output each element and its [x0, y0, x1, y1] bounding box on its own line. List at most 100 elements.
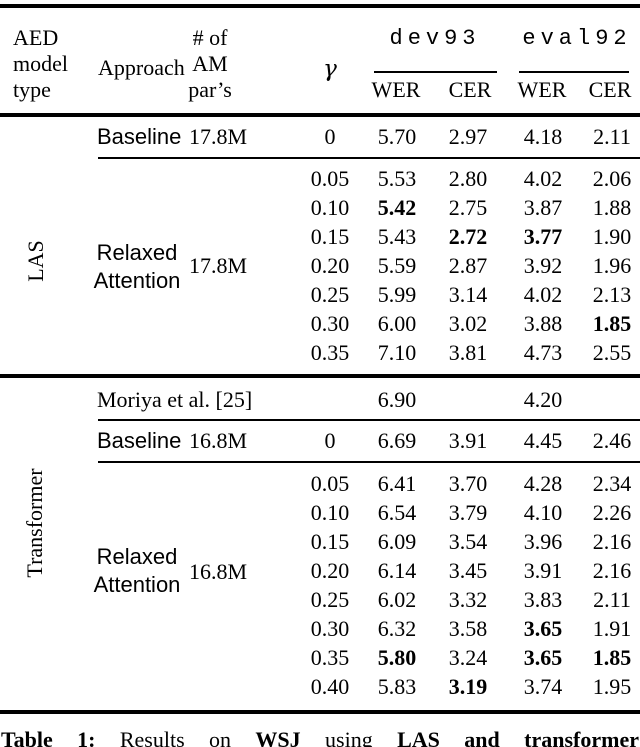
- baseline-row: Baseline 16.8M 0 6.69 3.91 4.45 2.46: [0, 427, 640, 455]
- table-caption: Table 1: Results on WSJ using LAS and tr…: [1, 727, 639, 747]
- metric-value: 3.92: [523, 253, 563, 278]
- col-header-approach: Approach: [98, 55, 185, 80]
- relaxed-row: 0.35 7.10 3.81 4.73 2.55: [0, 339, 640, 367]
- col-header-params: # of AM par’s: [188, 25, 232, 102]
- metric-value: 5.80: [377, 645, 417, 670]
- metric-value: 6.90: [377, 387, 417, 412]
- metric-value: 4.20: [523, 387, 563, 412]
- metric-value: 3.24: [448, 645, 488, 670]
- metric-value: 2.46: [592, 428, 632, 453]
- approach-label-baseline: Baseline: [97, 428, 182, 453]
- metric-value: 2.55: [592, 340, 632, 365]
- metric-value: 1.85: [592, 311, 632, 336]
- metric-value: 3.65: [523, 616, 563, 641]
- metric-value: 2.34: [592, 471, 632, 496]
- metric-value: 3.88: [523, 311, 563, 336]
- metric-value: 6.02: [377, 587, 417, 612]
- params-label-transformer-relaxed: 16.8M: [188, 559, 248, 584]
- relaxed-row: 0.35 5.80 3.24 3.65 1.85: [0, 644, 640, 672]
- metric-value: 5.99: [377, 282, 417, 307]
- relaxed-row: 0.05 6.41 3.70 4.28 2.34: [0, 470, 640, 498]
- subheader-dev93-cer: CER: [448, 77, 492, 102]
- metric-value: 2.72: [448, 224, 488, 249]
- metric-value: 1.95: [592, 674, 632, 699]
- bottom-rule: [0, 710, 640, 714]
- gamma-value: 0.40: [310, 674, 350, 699]
- gamma-value: 0.35: [310, 645, 350, 670]
- metric-value: 4.18: [523, 124, 563, 149]
- metric-value: 4.02: [523, 166, 563, 191]
- metric-value: 5.70: [377, 124, 417, 149]
- params-value: 16.8M: [188, 428, 248, 453]
- metric-value: 2.16: [592, 529, 632, 554]
- gamma-value: 0: [324, 124, 336, 149]
- subheader-dev93-wer: WER: [371, 77, 421, 102]
- dev93-underline: [374, 71, 497, 73]
- metric-value: 2.87: [448, 253, 488, 278]
- relaxed-row: 0.25 5.99 3.14 4.02 2.13: [0, 281, 640, 309]
- metric-value: 2.26: [592, 500, 632, 525]
- gamma-value: 0.05: [310, 166, 350, 191]
- relaxed-row: 0.25 6.02 3.32 3.83 2.11: [0, 586, 640, 614]
- metric-value: 3.14: [448, 282, 488, 307]
- approach-label-transformer-relaxed: Relaxed Attention: [93, 544, 181, 597]
- metric-value: 1.85: [592, 645, 632, 670]
- metric-value: 3.70: [448, 471, 488, 496]
- metric-value: 5.59: [377, 253, 417, 278]
- baseline-row: Baseline 17.8M 0 5.70 2.97 4.18 2.11: [0, 123, 640, 151]
- section-divider-rule: [0, 374, 640, 378]
- metric-value: 3.87: [523, 195, 563, 220]
- metric-value: 6.14: [377, 558, 417, 583]
- caption-segment: using: [300, 727, 398, 747]
- group-header-dev93: dev93: [389, 26, 481, 51]
- gamma-value: 0.10: [310, 195, 350, 220]
- caption-segment: LAS and transformer: [397, 727, 639, 747]
- col-header-gamma: γ: [323, 56, 337, 82]
- metric-value: 3.58: [448, 616, 488, 641]
- metric-value: 6.00: [377, 311, 417, 336]
- subheader-eval92-wer: WER: [517, 77, 567, 102]
- metric-value: 7.10: [377, 340, 417, 365]
- gamma-value: 0.05: [310, 471, 350, 496]
- metric-value: 6.32: [377, 616, 417, 641]
- metric-value: 3.54: [448, 529, 488, 554]
- caption-segment: WSJ: [255, 727, 301, 747]
- relaxed-row: 0.20 5.59 2.87 3.92 1.96: [0, 252, 640, 280]
- approach-label-baseline: Baseline: [97, 124, 182, 149]
- relaxed-row: 0.15 5.43 2.72 3.77 1.90: [0, 223, 640, 251]
- metric-value: 2.75: [448, 195, 488, 220]
- metric-value: 3.81: [448, 340, 488, 365]
- params-value: 17.8M: [188, 124, 248, 149]
- metric-value: 3.83: [523, 587, 563, 612]
- header-rule: [0, 113, 640, 117]
- relaxed-row: 0.30 6.00 3.02 3.88 1.85: [0, 310, 640, 338]
- gamma-value: 0.10: [310, 500, 350, 525]
- metric-value: 1.96: [592, 253, 632, 278]
- relaxed-row: 0.10 6.54 3.79 4.10 2.26: [0, 499, 640, 527]
- metric-value: 3.32: [448, 587, 488, 612]
- metric-value: 5.42: [377, 195, 417, 220]
- gamma-value: 0.25: [310, 587, 350, 612]
- metric-value: 3.91: [448, 428, 488, 453]
- metric-value: 4.10: [523, 500, 563, 525]
- metric-value: 2.06: [592, 166, 632, 191]
- relaxed-row: 0.05 5.53 2.80 4.02 2.06: [0, 165, 640, 193]
- metric-value: 2.16: [592, 558, 632, 583]
- metric-value: 4.73: [523, 340, 563, 365]
- group-header-eval92: eval92: [522, 26, 632, 51]
- relaxed-row: 0.10 5.42 2.75 3.87 1.88: [0, 194, 640, 222]
- metric-value: 3.02: [448, 311, 488, 336]
- gamma-value: 0.15: [310, 529, 350, 554]
- metric-value: 6.09: [377, 529, 417, 554]
- metric-value: 3.77: [523, 224, 563, 249]
- col-header-model-type: AED model type: [13, 25, 68, 102]
- metric-value: 6.54: [377, 500, 417, 525]
- reference-row: Moriya et al. [25] 6.90 4.20: [0, 386, 640, 414]
- top-rule: [0, 4, 640, 8]
- relaxed-row: 0.15 6.09 3.54 3.96 2.16: [0, 528, 640, 556]
- relaxed-row: 0.20 6.14 3.45 3.91 2.16: [0, 557, 640, 585]
- metric-value: 3.65: [523, 645, 563, 670]
- metric-value: 5.53: [377, 166, 417, 191]
- reference-citation: Moriya et al. [25]: [97, 387, 253, 412]
- metric-value: 4.28: [523, 471, 563, 496]
